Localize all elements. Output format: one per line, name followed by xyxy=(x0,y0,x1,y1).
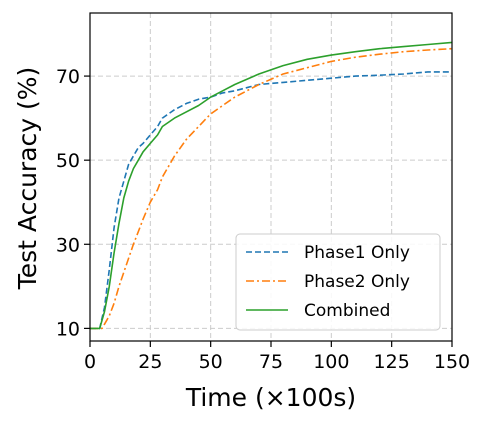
x-tick-label: 150 xyxy=(434,351,470,373)
x-axis-title: Time (×100s) xyxy=(185,383,356,412)
legend: Phase1 Only Phase2 Only Combined xyxy=(235,233,441,331)
axis-ticks: 0 25 50 75 100 125 150 10 30 50 70 xyxy=(56,66,470,373)
legend-label: Phase2 Only xyxy=(304,272,410,292)
x-tick-label: 0 xyxy=(84,351,96,373)
y-tick-label: 70 xyxy=(56,66,80,88)
series-line-phase2-only xyxy=(90,47,453,330)
series-line-combined xyxy=(90,41,453,330)
y-tick-label: 30 xyxy=(56,234,80,256)
x-tick-label: 25 xyxy=(138,351,162,373)
y-tick-label: 10 xyxy=(56,318,80,340)
x-tick-label: 125 xyxy=(374,351,410,373)
x-tick-label: 100 xyxy=(313,351,349,373)
y-axis-title: Test Accuracy (%) xyxy=(13,67,42,291)
x-tick-label: 50 xyxy=(199,351,223,373)
legend-label: Phase1 Only xyxy=(304,243,410,263)
series-lines xyxy=(90,41,453,330)
legend-box xyxy=(235,233,441,331)
legend-label: Combined xyxy=(304,301,390,321)
x-tick-label: 75 xyxy=(259,351,283,373)
y-tick-label: 50 xyxy=(56,150,80,172)
series-line-phase1-only xyxy=(90,71,452,330)
